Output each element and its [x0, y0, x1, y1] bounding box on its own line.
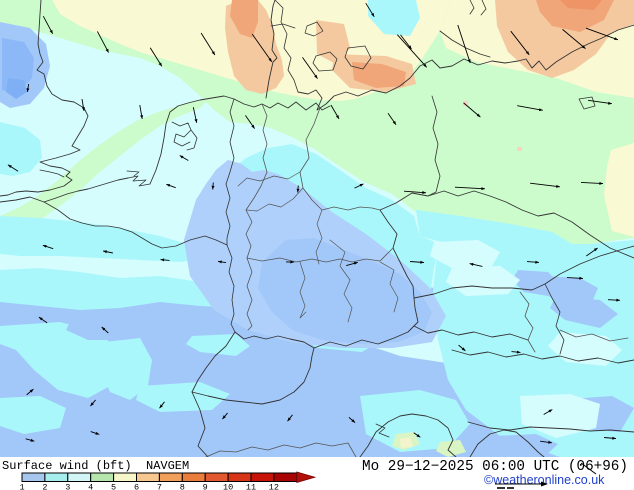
svg-text:4: 4: [88, 483, 93, 490]
svg-text:12: 12: [269, 483, 279, 490]
svg-text:6: 6: [134, 483, 139, 490]
svg-text:9: 9: [203, 483, 208, 490]
svg-text:11: 11: [246, 483, 256, 490]
svg-text:Surface wind (bft): Surface wind (bft): [2, 459, 132, 473]
svg-text:3: 3: [65, 483, 70, 490]
svg-text:Mo 29−12−2025 06:00 UTC (06+96: Mo 29−12−2025 06:00 UTC (06+96): [362, 459, 628, 475]
svg-text:2: 2: [42, 483, 47, 490]
svg-text:8: 8: [180, 483, 185, 490]
svg-text:10: 10: [223, 483, 233, 490]
svg-text:NAVGEM: NAVGEM: [146, 459, 189, 473]
svg-text:7: 7: [157, 483, 162, 490]
svg-text:1: 1: [19, 483, 24, 490]
svg-text:5: 5: [111, 483, 116, 490]
